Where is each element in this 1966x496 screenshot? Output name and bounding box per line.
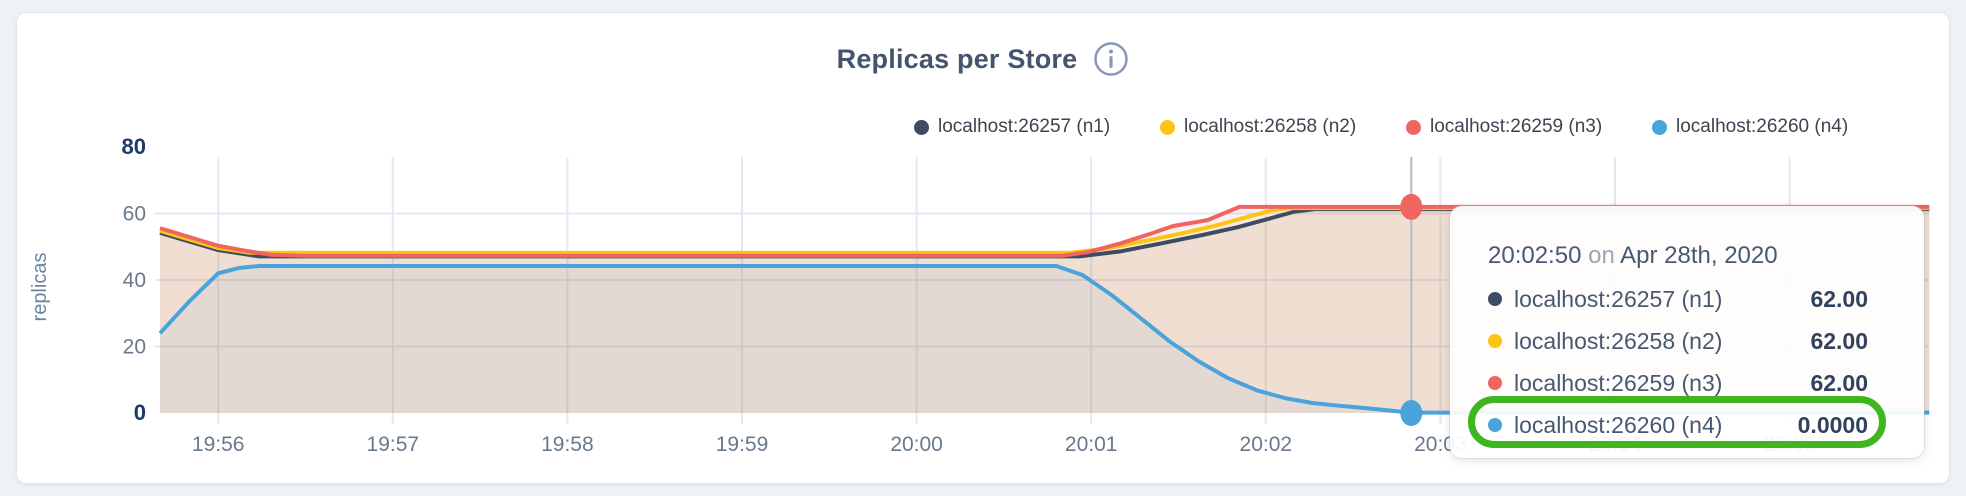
info-icon[interactable] xyxy=(1093,41,1129,77)
svg-text:20:01: 20:01 xyxy=(1065,433,1118,456)
tooltip-series-dot-icon xyxy=(1488,376,1502,390)
svg-text:20: 20 xyxy=(123,336,146,359)
tooltip-row-n1: localhost:26257 (n1) 62.00 xyxy=(1488,278,1868,320)
svg-text:20:00: 20:00 xyxy=(890,433,943,456)
tooltip-row-n2: localhost:26258 (n2) 62.00 xyxy=(1488,320,1868,362)
svg-text:0: 0 xyxy=(134,400,146,425)
svg-text:60: 60 xyxy=(123,203,146,226)
chart-header: Replicas per Store xyxy=(17,41,1949,77)
tooltip-date: Apr 28th, 2020 xyxy=(1620,242,1778,269)
hover-marker-icon xyxy=(1400,193,1423,220)
svg-text:19:57: 19:57 xyxy=(367,433,420,456)
legend-item-n4[interactable]: localhost:26260 (n4) xyxy=(1652,116,1898,138)
svg-text:19:56: 19:56 xyxy=(192,433,245,456)
tooltip-row-n3: localhost:26259 (n3) 62.00 xyxy=(1488,362,1868,404)
y-axis-title: replicas xyxy=(29,253,51,322)
tooltip-rows: localhost:26257 (n1) 62.00 localhost:26258… xyxy=(1488,278,1868,446)
legend-label: localhost:26259 (n3) xyxy=(1430,116,1603,137)
legend: localhost:26257 (n1) localhost:26258 (n2)… xyxy=(914,116,1898,138)
legend-dot-icon xyxy=(1652,119,1667,135)
legend-dot-icon xyxy=(914,119,929,135)
tooltip-timestamp: 20:02:50 on Apr 28th, 2020 xyxy=(1488,242,1868,269)
legend-item-n1[interactable]: localhost:26257 (n1) xyxy=(914,116,1160,138)
tooltip-series-dot-icon xyxy=(1488,418,1502,432)
legend-label: localhost:26258 (n2) xyxy=(1184,116,1357,137)
chart-title: Replicas per Store xyxy=(836,43,1078,74)
svg-text:19:58: 19:58 xyxy=(541,433,594,456)
tooltip-series-value: 0.0000 xyxy=(1797,411,1868,438)
legend-label: localhost:26260 (n4) xyxy=(1676,116,1849,137)
tooltip-series-dot-icon xyxy=(1488,292,1502,306)
legend-item-n2[interactable]: localhost:26258 (n2) xyxy=(1160,116,1406,138)
tooltip-connector: on xyxy=(1588,242,1615,269)
legend-label: localhost:26257 (n1) xyxy=(938,116,1111,137)
svg-text:40: 40 xyxy=(123,269,146,292)
tooltip-series-label: localhost:26257 (n1) xyxy=(1514,285,1723,312)
svg-text:20:02: 20:02 xyxy=(1240,433,1293,456)
tooltip-series-value: 62.00 xyxy=(1810,327,1868,354)
tooltip-series-label: localhost:26259 (n3) xyxy=(1514,369,1723,396)
hover-marker-icon xyxy=(1400,400,1423,426)
legend-item-n3[interactable]: localhost:26259 (n3) xyxy=(1406,116,1652,138)
hover-tooltip: 20:02:50 on Apr 28th, 2020 localhost:262… xyxy=(1450,206,1924,458)
tooltip-series-value: 62.00 xyxy=(1810,285,1868,312)
tooltip-series-dot-icon xyxy=(1488,334,1502,348)
tooltip-time: 20:02:50 xyxy=(1488,242,1582,269)
tooltip-row-n4: localhost:26260 (n4) 0.0000 xyxy=(1488,404,1868,446)
legend-dot-icon xyxy=(1406,119,1421,135)
svg-text:19:59: 19:59 xyxy=(716,433,769,456)
y-axis-labels: 80 60 40 20 0 xyxy=(122,134,146,425)
legend-dot-icon xyxy=(1160,119,1175,135)
series-lines xyxy=(158,204,1930,415)
tooltip-series-value: 62.00 xyxy=(1810,369,1868,396)
tooltip-series-label: localhost:26260 (n4) xyxy=(1514,411,1723,438)
tooltip-series-label: localhost:26258 (n2) xyxy=(1514,327,1723,354)
svg-text:80: 80 xyxy=(122,134,146,159)
